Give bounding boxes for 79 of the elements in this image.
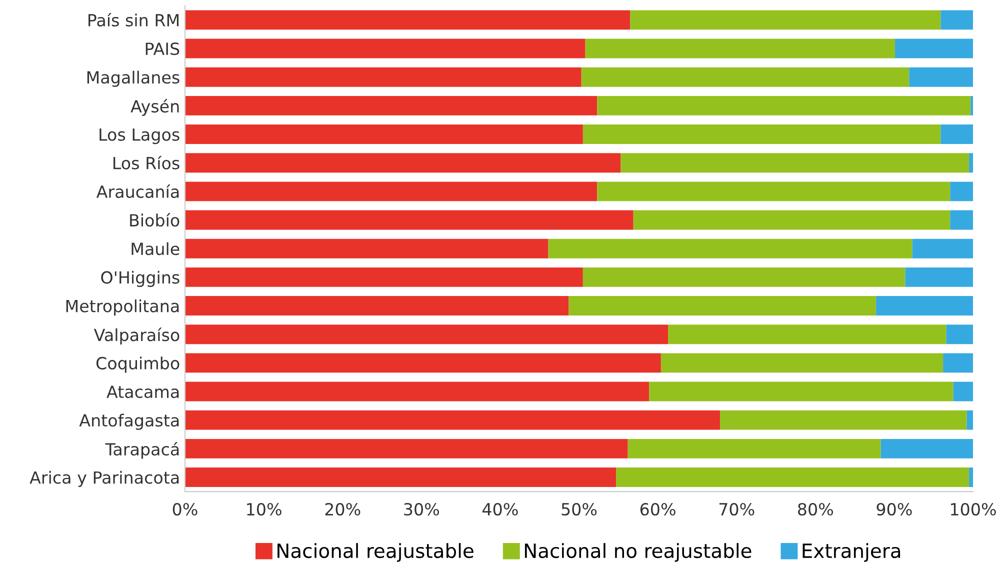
bar (630, 10, 941, 30)
y-tick-label: Aysén (130, 99, 179, 116)
bar (185, 353, 661, 373)
y-tick-label: Atacama (106, 386, 179, 398)
bar (185, 182, 598, 202)
bar (628, 438, 881, 458)
bar (185, 410, 720, 430)
bar (582, 267, 906, 287)
y-tick-label: Valparaíso (94, 328, 180, 344)
y-tick-label: Metropolitana (66, 299, 179, 316)
y-tick-label: Arica y Parinacota (30, 470, 179, 488)
bar (966, 410, 973, 430)
x-tick-label: 70% (719, 502, 754, 516)
bar (620, 153, 970, 173)
bar (185, 468, 616, 487)
bar (950, 182, 973, 202)
bar (185, 38, 586, 58)
bar (894, 38, 973, 58)
bar (597, 96, 971, 116)
bar (185, 153, 621, 173)
bar (649, 382, 954, 402)
y-tick-label: Araucanía (96, 184, 179, 198)
x-tick-label: 0% (172, 502, 198, 516)
bar (597, 182, 950, 202)
bar (660, 353, 944, 373)
bar (905, 267, 973, 287)
x-tick-label: 30% (404, 502, 439, 516)
y-tick-label: Coquimbo (96, 356, 180, 373)
bar (185, 124, 583, 144)
y-tick-label: Tarapacá (105, 442, 179, 459)
legend-label: Extranjera (802, 543, 900, 562)
bar (185, 67, 582, 87)
bar (880, 438, 973, 458)
y-tick-label: Los Ríos (114, 156, 180, 170)
bar (185, 238, 548, 258)
y-tick-label: O'Higgins (101, 270, 180, 287)
bar (185, 438, 628, 458)
bar (585, 38, 895, 58)
bar (582, 124, 941, 144)
bar (568, 296, 876, 316)
bar (185, 267, 583, 287)
y-tick-label: PAIS (146, 42, 180, 56)
bar (940, 124, 973, 144)
x-tick-label: 90% (876, 502, 912, 516)
bar (946, 324, 973, 344)
x-tick-label: 60% (640, 502, 676, 516)
bar (185, 296, 569, 316)
y-tick-label: Biobío (130, 213, 180, 227)
y-tick-label: Antofagasta (79, 414, 179, 430)
y-tick-label: Magallanes (87, 70, 180, 87)
bar (940, 10, 973, 30)
bar (548, 238, 912, 258)
bar (950, 210, 973, 230)
bar (953, 382, 973, 402)
bar (912, 238, 973, 258)
bar (909, 67, 973, 87)
x-tick-label: 40% (482, 502, 518, 516)
y-tick-label: Los Lagos (100, 128, 180, 144)
bar (185, 324, 668, 344)
bar (720, 410, 967, 430)
bar (185, 382, 650, 402)
bar (668, 324, 946, 344)
y-tick-label: País sin RM (88, 12, 179, 27)
x-tick-label: 50% (562, 502, 597, 516)
x-tick-label: 20% (325, 502, 360, 516)
y-tick-label: Maule (132, 242, 180, 256)
bar (633, 210, 950, 230)
bar (581, 67, 910, 87)
legend-label: Nacional no reajustable (524, 543, 752, 562)
bar (616, 468, 970, 487)
bar (943, 353, 973, 373)
bar (876, 296, 973, 316)
x-tick-label: 10% (247, 502, 282, 516)
legend-label: Nacional reajustable (278, 543, 474, 562)
bar (185, 10, 630, 30)
bar (185, 96, 598, 116)
x-tick-label: 100% (951, 502, 996, 516)
bar (185, 210, 634, 230)
x-tick-label: 80% (798, 502, 833, 516)
